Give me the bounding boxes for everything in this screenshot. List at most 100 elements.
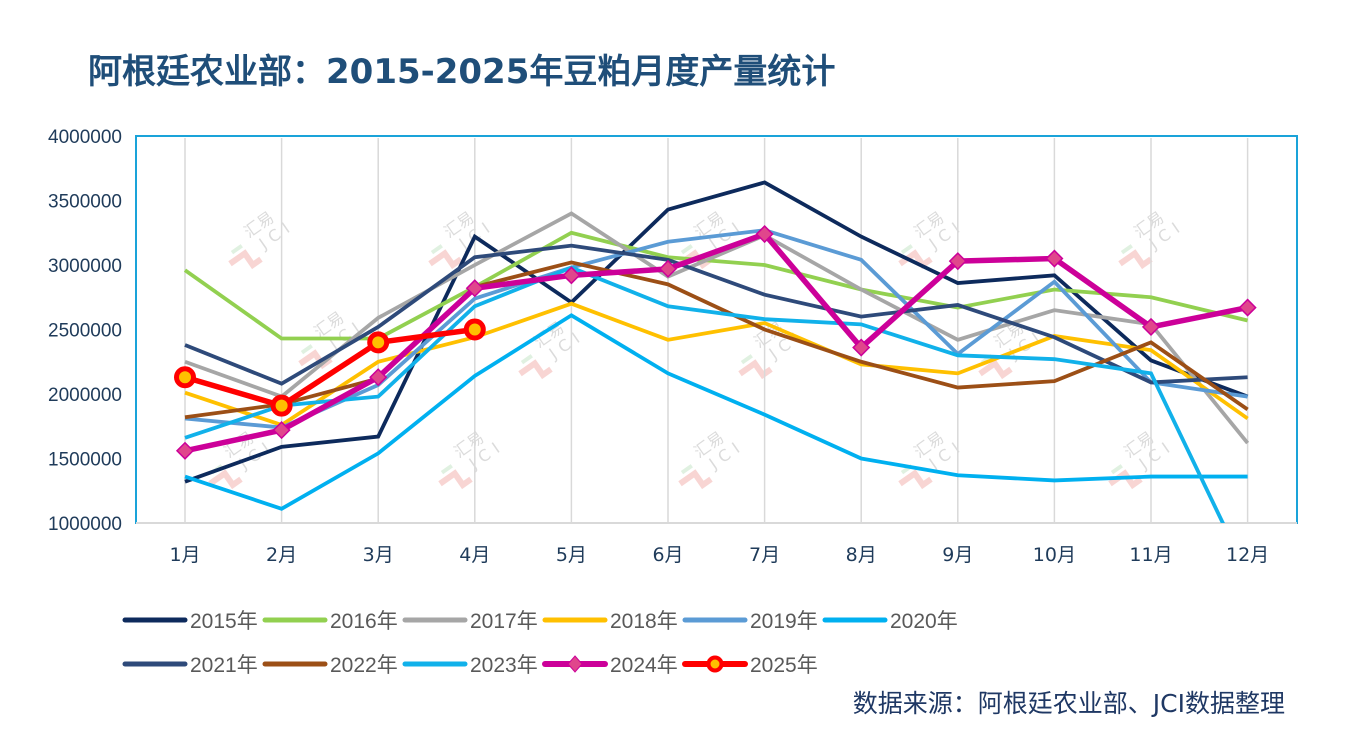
data-point-marker (1045, 249, 1064, 268)
series-line (184, 313, 1248, 511)
x-tick-label: 6月 (652, 544, 683, 566)
legend-swatch-icon (122, 617, 188, 623)
watermark-logo-accent (900, 244, 913, 255)
data-point-marker (1141, 317, 1161, 336)
watermark-logo-accent (300, 344, 313, 355)
chart-title: 阿根廷农业部：2015-2025年豆粕月度产量统计 (88, 52, 836, 92)
legend-swatch-icon (822, 617, 888, 623)
legend-item: 2024年 (542, 649, 682, 679)
x-tick-label: 11月 (1129, 544, 1172, 566)
watermark-logo-accent (1120, 244, 1133, 255)
legend-item: 2018年 (542, 605, 682, 635)
data-point-marker (465, 279, 484, 298)
legend-label: 2021年 (190, 654, 258, 677)
watermark-logo-accent (740, 354, 753, 365)
x-tick-label: 9月 (942, 544, 973, 566)
legend-swatch-icon (682, 617, 748, 623)
legend-label: 2020年 (890, 610, 958, 633)
y-tick-label: 1000000 (48, 514, 122, 535)
legend-row: 2015年 2016年 2017年 2018年 2019年 2020年 (122, 598, 1022, 642)
watermark-logo-icon (228, 249, 263, 270)
y-tick-label: 2000000 (48, 385, 122, 406)
watermark-logo-icon (518, 359, 553, 380)
legend-swatch-icon (682, 655, 748, 673)
watermark-logo-accent (520, 354, 533, 365)
series-line (184, 326, 476, 409)
watermark-logo-accent (440, 464, 453, 475)
y-tick-label: 4000000 (48, 127, 122, 148)
watermark-logo-icon (738, 359, 773, 380)
watermark-logo-accent (1110, 464, 1123, 475)
legend-swatch-icon (122, 661, 188, 667)
data-point-marker (948, 252, 967, 271)
watermark-logo-accent (680, 244, 693, 255)
series-2022年 (184, 260, 1249, 420)
series-2024年 (175, 224, 1257, 460)
series-2020年 (184, 313, 1248, 511)
legend-label: 2017年 (470, 610, 538, 633)
y-tick-label: 2500000 (48, 321, 122, 342)
x-tick-label: 1月 (169, 544, 200, 566)
legend: 2015年 2016年 2017年 2018年 2019年 2020年 2021年 2022… (122, 598, 1022, 686)
legend-label: 2015年 (190, 610, 258, 633)
data-point-marker (852, 338, 871, 357)
legend-label: 2025年 (750, 654, 818, 677)
data-point-marker (369, 368, 388, 387)
legend-label: 2016年 (330, 610, 398, 633)
series-2021年 (184, 243, 1248, 386)
legend-item: 2019年 (682, 605, 822, 635)
data-point-marker (174, 366, 196, 389)
legend-swatch-icon (262, 617, 328, 623)
y-tick-label: 3500000 (48, 192, 122, 213)
x-tick-label: 3月 (363, 544, 394, 566)
data-point-marker (272, 421, 291, 440)
watermark-logo-icon (898, 469, 933, 490)
series-line (184, 228, 1248, 430)
legend-item: 2017年 (402, 605, 542, 635)
legend-item: 2023年 (402, 649, 542, 679)
data-point-marker (175, 441, 195, 460)
series-2023年 (184, 265, 1225, 523)
x-tick-label: 2月 (266, 544, 297, 566)
legend-swatch-icon (542, 617, 608, 623)
x-tick-label: 10月 (1033, 544, 1076, 566)
legend-label: 2022年 (330, 654, 398, 677)
legend-swatch-icon (262, 661, 328, 667)
legend-label: 2018年 (610, 610, 678, 633)
data-point-marker (270, 394, 293, 417)
x-tick-label: 8月 (846, 544, 877, 566)
watermark-logo-icon (978, 359, 1013, 380)
series-line (184, 265, 1225, 523)
data-point-marker (463, 318, 486, 341)
watermark-logo-accent (430, 244, 443, 255)
series-line (184, 301, 1249, 428)
y-axis: 1000000 1500000 2000000 2500000 3000000 35000… (48, 127, 122, 535)
watermark-logo-icon (678, 469, 713, 490)
data-point-marker (1238, 298, 1257, 317)
watermark-logo-accent (680, 464, 693, 475)
legend-swatch-icon (542, 655, 608, 673)
data-point-marker (658, 259, 678, 278)
legend-item: 2022年 (262, 649, 402, 679)
legend-row: 2021年 2022年 2023年 2024年 2025年 (122, 642, 1022, 686)
series-line (184, 230, 1249, 454)
series-layer (174, 180, 1257, 523)
watermark-logo-icon (208, 469, 243, 490)
watermark-logo-icon (1118, 249, 1153, 270)
series-2019年 (184, 228, 1248, 430)
y-tick-label: 3000000 (48, 256, 122, 277)
legend-item: 2020年 (822, 605, 962, 635)
x-tick-label: 12月 (1226, 544, 1269, 566)
series-line (184, 260, 1249, 420)
legend-item: 2015年 (122, 605, 262, 635)
legend-item: 2016年 (262, 605, 402, 635)
legend-swatch-icon (402, 617, 468, 623)
watermark-logo-icon (428, 249, 463, 270)
